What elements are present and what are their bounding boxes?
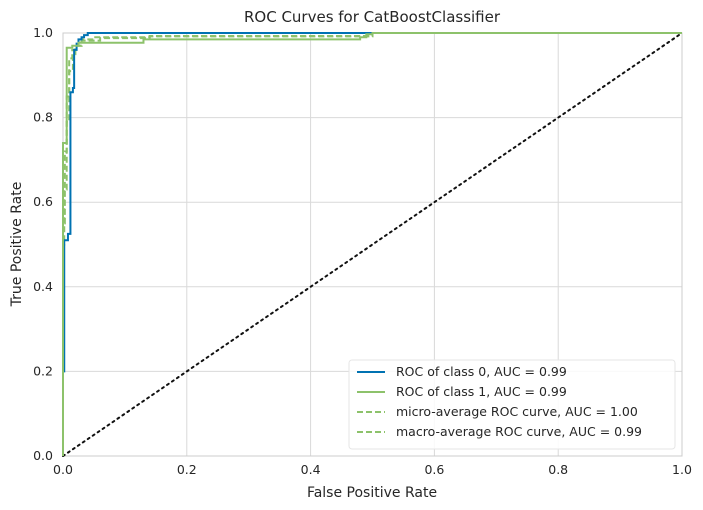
legend-label-3: macro-average ROC curve, AUC = 0.99 bbox=[396, 424, 642, 439]
legend-label-1: ROC of class 1, AUC = 0.99 bbox=[396, 384, 567, 399]
series-line-3 bbox=[62, 32, 682, 456]
x-axis-label: False Positive Rate bbox=[307, 485, 437, 501]
legend-box bbox=[348, 359, 676, 450]
y-tick-label-3: 0.6 bbox=[33, 194, 53, 209]
y-axis-label: True Positive Rate bbox=[9, 182, 25, 308]
grid bbox=[62, 32, 683, 457]
x-tick-label-3: 0.6 bbox=[424, 462, 444, 477]
y-tick-label-2: 0.4 bbox=[33, 279, 53, 294]
y-tick-labels: 0.0 0.2 0.4 0.6 0.8 1.0 bbox=[33, 25, 53, 463]
legend-label-0: ROC of class 0, AUC = 0.99 bbox=[396, 364, 567, 379]
chart-title: ROC Curves for CatBoostClassifier bbox=[244, 8, 501, 26]
series-line-1 bbox=[62, 32, 682, 456]
y-tick-label-5: 1.0 bbox=[33, 25, 53, 40]
x-tick-label-1: 0.2 bbox=[177, 462, 197, 477]
x-tick-label-5: 1.0 bbox=[672, 462, 692, 477]
series-layer bbox=[62, 32, 682, 456]
x-tick-label-4: 0.8 bbox=[548, 462, 568, 477]
x-tick-label-2: 0.4 bbox=[301, 462, 321, 477]
legend-label-2: micro-average ROC curve, AUC = 1.00 bbox=[396, 404, 638, 419]
y-tick-label-0: 0.0 bbox=[33, 448, 53, 463]
x-tick-label-0: 0.0 bbox=[53, 462, 73, 477]
legend: ROC of class 0, AUC = 0.99 ROC of class 1… bbox=[348, 359, 676, 450]
series-line-0 bbox=[62, 32, 682, 456]
y-tick-label-4: 0.8 bbox=[33, 110, 53, 125]
x-tick-labels: 0.0 0.2 0.4 0.6 0.8 1.0 bbox=[53, 462, 692, 477]
reference-diagonal-line bbox=[62, 32, 683, 457]
y-tick-label-1: 0.2 bbox=[33, 363, 53, 378]
